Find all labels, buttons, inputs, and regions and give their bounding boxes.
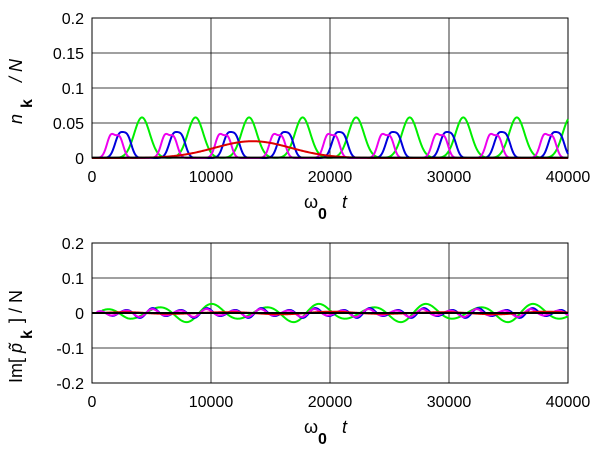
top-x-tick-label: 40000 — [546, 169, 591, 186]
top-x-tick-labels: 0 10000 20000 30000 40000 — [88, 169, 591, 186]
top-x-axis-label: ω 0 t — [304, 192, 348, 223]
svg-text:0: 0 — [318, 431, 327, 448]
svg-text:Im[: Im[ — [6, 358, 26, 383]
top-y-tick-label: 0.1 — [62, 81, 84, 98]
top-series-line-2 — [92, 132, 568, 159]
top-series-line-1 — [92, 130, 569, 159]
bottom-x-axis-label: ω 0 t — [304, 417, 348, 448]
bottom-y-tick-label: -0.2 — [56, 376, 84, 393]
top-y-tick-labels: 0 0.05 0.1 0.15 0.2 — [53, 11, 84, 168]
svg-text:k: k — [19, 99, 36, 108]
bottom-chart: 0 10000 20000 30000 40000 -0.2 -0.1 0 0.1 0.2 ω … — [6, 236, 590, 448]
bottom-y-tick-label: 0.1 — [62, 271, 84, 288]
svg-text:ω: ω — [304, 192, 318, 212]
top-y-tick-label: 0.2 — [62, 11, 84, 28]
bottom-x-tick-label: 20000 — [308, 394, 353, 411]
top-x-tick-label: 0 — [88, 169, 97, 186]
svg-text:/ N: / N — [6, 58, 26, 84]
bottom-x-tick-label: 30000 — [427, 394, 472, 411]
top-y-tick-label: 0.15 — [53, 46, 84, 63]
bottom-x-tick-label: 10000 — [189, 394, 234, 411]
svg-text:t: t — [342, 417, 348, 437]
svg-text:0: 0 — [318, 206, 327, 223]
top-x-tick-label: 10000 — [189, 169, 234, 186]
svg-text:p̃: p̃ — [6, 342, 26, 354]
bottom-x-tick-label: 0 — [88, 394, 97, 411]
bottom-y-axis-label: Im[ p̃ k ] / N — [6, 290, 36, 383]
svg-text:ω: ω — [304, 417, 318, 437]
top-chart: 0 10000 20000 30000 40000 0 0.05 0.1 0.15 0.2 ω … — [6, 11, 590, 223]
svg-text:] / N: ] / N — [6, 290, 26, 323]
top-x-tick-label: 30000 — [427, 169, 472, 186]
bottom-y-tick-label: -0.1 — [56, 341, 84, 358]
bottom-y-tick-labels: -0.2 -0.1 0 0.1 0.2 — [56, 236, 84, 393]
svg-text:t: t — [342, 192, 348, 212]
bottom-y-tick-label: 0 — [75, 306, 84, 323]
bottom-x-tick-label: 40000 — [546, 394, 591, 411]
bottom-y-tick-label: 0.2 — [62, 236, 84, 253]
svg-text:k: k — [19, 330, 36, 339]
top-y-tick-label: 0 — [75, 151, 84, 168]
bottom-series — [92, 302, 569, 324]
top-x-tick-label: 20000 — [308, 169, 353, 186]
top-grid — [92, 18, 568, 158]
top-y-axis-label: n k / N — [6, 58, 36, 124]
svg-text:n: n — [6, 114, 26, 124]
bottom-x-tick-labels: 0 10000 20000 30000 40000 — [88, 394, 591, 411]
top-y-tick-label: 0.05 — [53, 116, 84, 133]
top-series — [92, 116, 569, 159]
